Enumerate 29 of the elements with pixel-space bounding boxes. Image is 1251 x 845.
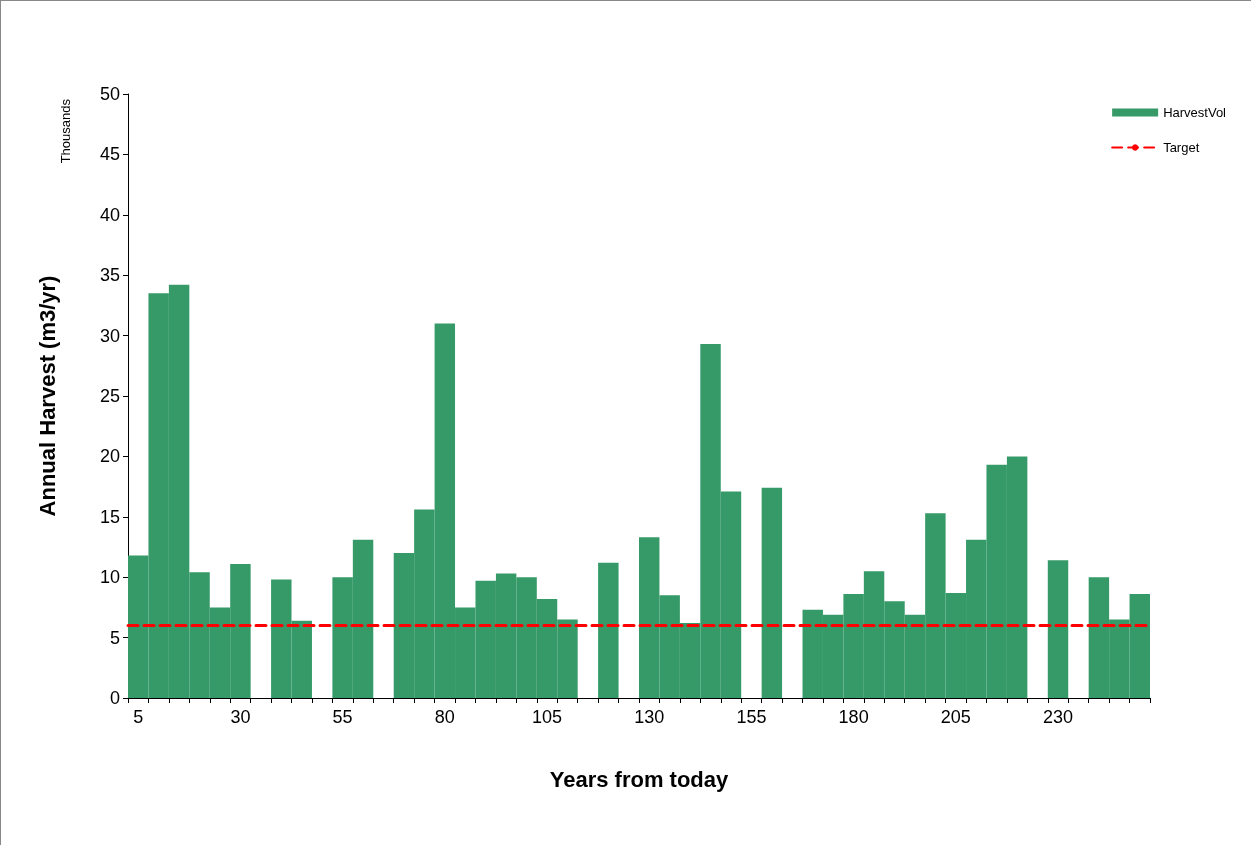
x-tick-label: 205 [940,707,971,727]
y-tick-label: 50 [99,84,120,104]
x-tick-label: 80 [434,707,455,727]
y-tick-label: 35 [99,265,120,286]
x-tick-label: 230 [1043,707,1074,727]
y-tick-label: 15 [99,506,120,527]
y-tick-label: 5 [109,627,120,648]
y-tick-label: 30 [99,325,120,346]
x-tick-label: 55 [332,707,353,727]
bar [598,562,619,698]
x-tick-label: 30 [230,707,251,727]
x-tick-label: 5 [133,707,144,727]
y-tick-label: 40 [99,204,120,225]
bar [1047,560,1069,698]
y-tick-label: 0 [109,688,120,708]
y-axis-title: Annual Harvest (m3/yr) [34,275,60,517]
y-tick-label: 20 [99,446,120,467]
legend-label: Target [1163,140,1200,155]
legend-label: HarvestVol [1163,105,1227,120]
text: Thousands [58,98,73,164]
x-axis-title: Years from today [549,766,730,792]
x-tick-label: 155 [736,707,767,727]
y-tick-label: 45 [99,144,120,165]
y-tick-label: 25 [99,386,120,406]
bar [761,487,783,698]
x-tick-label: 105 [532,707,563,727]
y-tick-label: 10 [99,567,120,588]
x-tick-label: 180 [838,707,869,727]
x-tick-label: 130 [634,707,665,727]
